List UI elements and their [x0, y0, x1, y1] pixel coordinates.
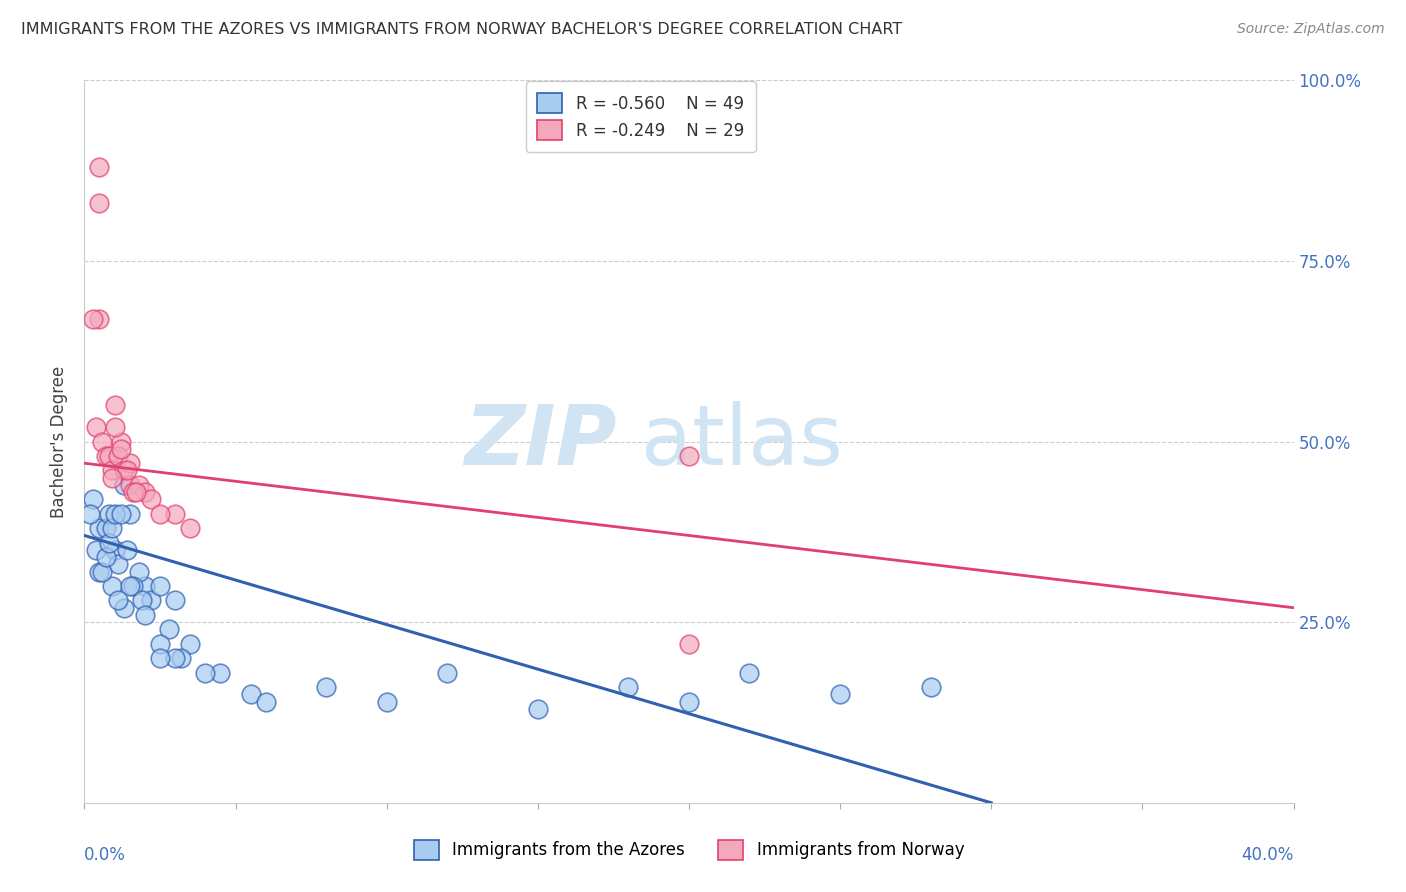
- Point: [91, 565, 114, 579]
- Point: [104, 420, 127, 434]
- Point: [97, 449, 120, 463]
- Point: [121, 579, 143, 593]
- Point: [118, 579, 141, 593]
- Point: [82, 492, 104, 507]
- Point: [107, 593, 129, 607]
- Point: [149, 637, 172, 651]
- Point: [104, 542, 127, 557]
- Point: [139, 593, 162, 607]
- Point: [82, 311, 104, 326]
- Y-axis label: Bachelor's Degree: Bachelor's Degree: [51, 366, 69, 517]
- Point: [830, 687, 852, 701]
- Point: [89, 521, 111, 535]
- Point: [100, 579, 122, 593]
- Point: [165, 507, 187, 521]
- Point: [170, 651, 193, 665]
- Text: 40.0%: 40.0%: [1241, 847, 1294, 864]
- Point: [112, 463, 135, 477]
- Point: [149, 507, 172, 521]
- Point: [678, 637, 700, 651]
- Legend: Immigrants from the Azores, Immigrants from Norway: Immigrants from the Azores, Immigrants f…: [408, 833, 970, 867]
- Point: [134, 485, 156, 500]
- Text: atlas: atlas: [641, 401, 842, 482]
- Point: [527, 702, 550, 716]
- Point: [94, 449, 117, 463]
- Point: [112, 600, 135, 615]
- Point: [107, 449, 129, 463]
- Point: [104, 398, 127, 412]
- Point: [678, 695, 700, 709]
- Point: [112, 478, 135, 492]
- Point: [89, 160, 111, 174]
- Point: [139, 492, 162, 507]
- Point: [79, 507, 101, 521]
- Point: [179, 521, 201, 535]
- Point: [209, 665, 232, 680]
- Point: [97, 535, 120, 549]
- Point: [194, 665, 217, 680]
- Point: [149, 579, 172, 593]
- Point: [436, 665, 458, 680]
- Point: [110, 507, 132, 521]
- Point: [100, 463, 122, 477]
- Point: [110, 442, 132, 456]
- Point: [104, 507, 127, 521]
- Point: [179, 637, 201, 651]
- Point: [920, 680, 942, 694]
- Point: [738, 665, 761, 680]
- Point: [678, 449, 700, 463]
- Point: [97, 507, 120, 521]
- Point: [118, 507, 141, 521]
- Text: IMMIGRANTS FROM THE AZORES VS IMMIGRANTS FROM NORWAY BACHELOR'S DEGREE CORRELATI: IMMIGRANTS FROM THE AZORES VS IMMIGRANTS…: [21, 22, 903, 37]
- Point: [125, 485, 148, 500]
- Point: [118, 456, 141, 470]
- Point: [100, 521, 122, 535]
- Point: [89, 565, 111, 579]
- Point: [86, 542, 108, 557]
- Point: [149, 651, 172, 665]
- Point: [121, 485, 143, 500]
- Point: [128, 478, 150, 492]
- Point: [131, 593, 153, 607]
- Text: ZIP: ZIP: [464, 401, 616, 482]
- Point: [165, 651, 187, 665]
- Point: [94, 550, 117, 565]
- Point: [110, 434, 132, 449]
- Point: [239, 687, 262, 701]
- Point: [86, 420, 108, 434]
- Text: Source: ZipAtlas.com: Source: ZipAtlas.com: [1237, 22, 1385, 37]
- Point: [617, 680, 640, 694]
- Point: [254, 695, 277, 709]
- Point: [91, 434, 114, 449]
- Point: [100, 470, 122, 484]
- Point: [115, 463, 138, 477]
- Point: [107, 558, 129, 572]
- Point: [89, 311, 111, 326]
- Point: [315, 680, 337, 694]
- Point: [134, 607, 156, 622]
- Point: [128, 565, 150, 579]
- Point: [115, 542, 138, 557]
- Point: [375, 695, 398, 709]
- Point: [157, 623, 180, 637]
- Text: 0.0%: 0.0%: [84, 847, 127, 864]
- Point: [134, 579, 156, 593]
- Point: [89, 196, 111, 211]
- Point: [165, 593, 187, 607]
- Point: [118, 478, 141, 492]
- Point: [94, 521, 117, 535]
